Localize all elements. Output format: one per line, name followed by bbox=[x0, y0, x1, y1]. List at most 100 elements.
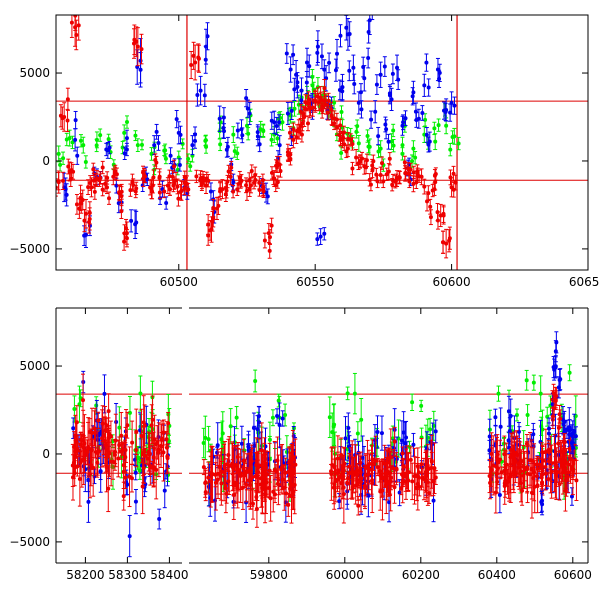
top-point-red bbox=[332, 116, 337, 131]
bottom-point-red bbox=[525, 446, 530, 493]
top-point-green bbox=[94, 138, 99, 153]
top-point-red bbox=[432, 169, 437, 183]
top-point-red bbox=[97, 173, 102, 187]
top-point-red bbox=[196, 44, 201, 73]
bottom-xtick-label: 60600 bbox=[554, 568, 592, 582]
bottom-ytick-label: −5000 bbox=[9, 535, 50, 549]
bottom-point-blue bbox=[256, 405, 261, 427]
bottom-point-blue bbox=[379, 415, 384, 451]
top-point-red bbox=[122, 232, 127, 251]
bottom-point-red bbox=[119, 411, 124, 460]
bottom-point-red bbox=[509, 432, 514, 468]
bottom-point-red bbox=[400, 446, 405, 461]
top-point-red bbox=[134, 26, 139, 57]
top-axes: 60500 60550 60600 60650 −5000 0 5000 bbox=[9, 14, 600, 289]
bottom-point-red bbox=[88, 449, 93, 499]
top-point-red bbox=[291, 122, 296, 136]
top-point-blue bbox=[284, 43, 289, 64]
top-point-red bbox=[165, 177, 170, 194]
bottom-point-green bbox=[234, 406, 239, 430]
bottom-point-red bbox=[512, 441, 517, 478]
top-point-red bbox=[322, 93, 327, 109]
top-point-red bbox=[112, 166, 117, 180]
bottom-point-blue bbox=[157, 508, 162, 530]
top-point-blue bbox=[369, 110, 374, 129]
top-point-green bbox=[433, 133, 438, 151]
bottom-point-red bbox=[276, 454, 281, 506]
top-point-green bbox=[432, 121, 437, 136]
bottom-point-red bbox=[532, 443, 537, 502]
top-point-red bbox=[397, 170, 402, 184]
bottom-point-red bbox=[406, 452, 411, 492]
top-point-red bbox=[100, 182, 105, 197]
top-point-red bbox=[334, 112, 339, 127]
top-point-red bbox=[294, 130, 299, 144]
bottom-point-red bbox=[268, 474, 273, 522]
top-point-red bbox=[426, 185, 431, 202]
bottom-point-red bbox=[150, 395, 155, 445]
top-point-red bbox=[77, 198, 82, 219]
top-point-blue bbox=[292, 77, 297, 101]
bottom-cluster-2-red bbox=[201, 422, 298, 528]
top-point-green bbox=[422, 126, 427, 143]
bottom-point-red bbox=[147, 432, 152, 475]
bottom-point-red bbox=[241, 461, 246, 476]
top-series-blue bbox=[62, 15, 457, 248]
top-point-blue bbox=[390, 63, 395, 85]
top-point-red bbox=[257, 183, 262, 197]
bottom-point-red bbox=[342, 447, 347, 480]
top-point-red bbox=[194, 169, 199, 184]
top-point-red bbox=[111, 168, 116, 186]
bottom-point-red bbox=[279, 445, 284, 494]
top-point-blue bbox=[426, 78, 431, 97]
bottom-xtick-label: 58400 bbox=[150, 568, 188, 582]
bottom-point-red bbox=[235, 441, 240, 503]
top-point-red bbox=[350, 137, 355, 151]
top-point-blue bbox=[442, 101, 447, 120]
bottom-point-red bbox=[254, 437, 259, 493]
top-point-blue bbox=[322, 59, 327, 81]
top-point-green bbox=[378, 140, 383, 158]
bottom-outburst-point-blue bbox=[569, 432, 574, 455]
top-point-red bbox=[208, 220, 213, 241]
top-point-blue bbox=[178, 125, 183, 144]
bottom-point-green bbox=[531, 374, 536, 391]
top-point-blue bbox=[264, 182, 269, 203]
bottom-point-red bbox=[416, 465, 421, 480]
top-point-red bbox=[325, 104, 330, 121]
top-point-red bbox=[305, 95, 310, 112]
top-point-red bbox=[428, 209, 433, 226]
top-point-red bbox=[441, 204, 446, 223]
top-point-blue bbox=[403, 110, 408, 127]
top-point-blue bbox=[376, 126, 381, 146]
bottom-point-blue bbox=[277, 402, 282, 448]
top-point-red bbox=[186, 182, 191, 197]
bottom-outburst-point-blue bbox=[562, 410, 567, 434]
top-plot-area bbox=[56, 15, 588, 270]
top-point-red bbox=[119, 203, 124, 220]
bottom-point-red bbox=[127, 446, 132, 508]
top-point-red bbox=[428, 198, 433, 215]
top-point-blue bbox=[401, 114, 406, 131]
top-point-blue bbox=[291, 44, 296, 66]
bottom-point-blue bbox=[411, 432, 416, 457]
top-point-red bbox=[320, 102, 325, 119]
bottom-point-green bbox=[410, 393, 415, 412]
top-point-red bbox=[370, 158, 375, 173]
bottom-point-red bbox=[394, 456, 399, 483]
top-point-blue bbox=[448, 103, 453, 122]
bottom-point-red bbox=[423, 470, 428, 491]
bottom-point-red bbox=[153, 437, 158, 451]
bottom-point-red bbox=[123, 426, 128, 474]
top-point-blue bbox=[383, 116, 388, 133]
top-point-blue bbox=[335, 38, 340, 69]
top-point-green bbox=[83, 155, 88, 169]
bottom-point-red bbox=[95, 430, 100, 476]
bottom-outburst-point-red bbox=[562, 442, 567, 461]
top-point-blue bbox=[327, 52, 332, 74]
bottom-outburst-point-red bbox=[540, 474, 545, 494]
top-point-blue bbox=[422, 73, 427, 97]
bottom-point-blue bbox=[71, 417, 76, 439]
bottom-point-red bbox=[281, 464, 286, 495]
bottom-point-red bbox=[380, 460, 385, 521]
